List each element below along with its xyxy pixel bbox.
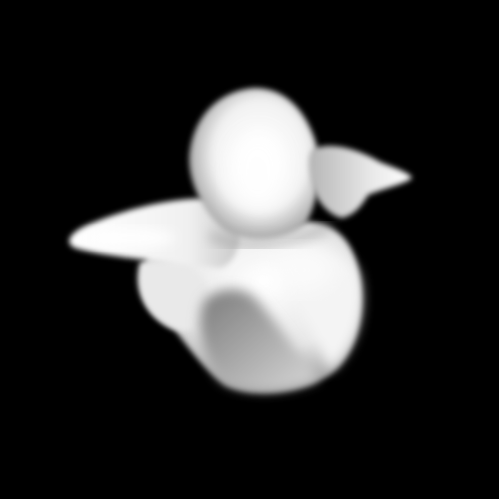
object-bottom-fold bbox=[200, 289, 318, 390]
object-body-highlight bbox=[265, 248, 335, 292]
object-right-horn bbox=[308, 145, 412, 218]
object-left-lobe bbox=[137, 261, 208, 331]
object-crease-shadow bbox=[207, 220, 333, 250]
object-horn-highlight bbox=[85, 228, 175, 248]
object-dome-highlight bbox=[228, 130, 288, 210]
